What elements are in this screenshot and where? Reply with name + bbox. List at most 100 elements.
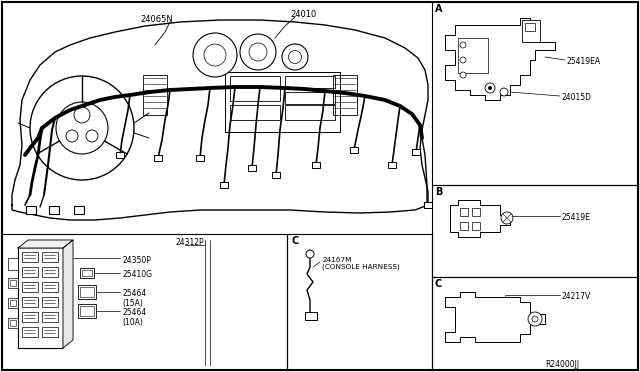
Bar: [26, 206, 36, 214]
Circle shape: [86, 130, 98, 142]
Bar: [333, 75, 357, 115]
Bar: [460, 208, 468, 216]
Circle shape: [56, 102, 108, 154]
Circle shape: [528, 312, 542, 326]
Polygon shape: [12, 20, 428, 220]
Bar: [22, 267, 38, 277]
Bar: [42, 312, 58, 322]
Text: A: A: [51, 207, 55, 213]
Bar: [388, 162, 396, 168]
Bar: [272, 172, 280, 178]
Bar: [78, 304, 96, 318]
Bar: [305, 312, 317, 320]
Bar: [424, 202, 432, 208]
Bar: [80, 268, 94, 278]
Circle shape: [306, 250, 314, 258]
Text: D: D: [28, 207, 33, 213]
Text: 25419E: 25419E: [562, 213, 591, 222]
Bar: [10, 320, 16, 326]
Circle shape: [240, 34, 276, 70]
Bar: [42, 297, 58, 307]
Bar: [225, 72, 340, 132]
Circle shape: [193, 33, 237, 77]
Polygon shape: [450, 200, 510, 237]
Bar: [432, 2, 638, 185]
Bar: [80, 287, 94, 297]
Text: 25464
(10A): 25464 (10A): [122, 308, 147, 327]
Bar: [230, 105, 280, 120]
Text: B: B: [76, 207, 80, 213]
Text: 25464
(15A): 25464 (15A): [122, 289, 147, 308]
Bar: [350, 147, 358, 153]
Bar: [522, 20, 540, 42]
Bar: [220, 182, 228, 188]
Bar: [80, 306, 94, 316]
Circle shape: [289, 51, 301, 64]
Text: 24010: 24010: [290, 10, 316, 19]
Bar: [196, 155, 204, 161]
Bar: [116, 152, 124, 158]
Bar: [248, 165, 256, 171]
Text: 24350P: 24350P: [122, 256, 151, 265]
Circle shape: [532, 316, 538, 322]
Bar: [10, 280, 16, 286]
Bar: [2, 234, 287, 370]
Bar: [74, 206, 84, 214]
Text: 24015D: 24015D: [562, 93, 592, 102]
Bar: [472, 208, 480, 216]
Text: R24000JJ: R24000JJ: [545, 360, 579, 369]
Bar: [432, 277, 638, 370]
Bar: [412, 149, 420, 155]
Circle shape: [249, 43, 267, 61]
Bar: [472, 222, 480, 230]
Bar: [18, 248, 63, 348]
Bar: [78, 285, 96, 299]
Circle shape: [282, 44, 308, 70]
Bar: [22, 312, 38, 322]
Bar: [82, 270, 92, 276]
Bar: [285, 105, 335, 120]
Text: 24217V: 24217V: [562, 292, 591, 301]
Polygon shape: [445, 292, 545, 342]
Bar: [154, 155, 162, 161]
Text: 24065N: 24065N: [140, 15, 173, 24]
Circle shape: [30, 76, 134, 180]
Bar: [285, 92, 335, 104]
Text: 24312P: 24312P: [175, 238, 204, 247]
Bar: [8, 298, 18, 308]
Bar: [22, 252, 38, 262]
Bar: [10, 300, 16, 306]
Polygon shape: [18, 240, 73, 248]
Bar: [22, 297, 38, 307]
Circle shape: [460, 72, 466, 78]
Text: 25419EA: 25419EA: [567, 57, 601, 66]
Bar: [8, 278, 18, 288]
Bar: [460, 222, 468, 230]
Bar: [525, 23, 535, 31]
Circle shape: [460, 57, 466, 63]
Bar: [8, 258, 18, 270]
Bar: [49, 206, 59, 214]
Text: 24167M
(CONSOLE HARNESS): 24167M (CONSOLE HARNESS): [322, 257, 400, 270]
Bar: [143, 75, 167, 115]
Circle shape: [66, 130, 78, 142]
Bar: [42, 282, 58, 292]
Bar: [42, 252, 58, 262]
Bar: [287, 234, 432, 370]
Text: C: C: [435, 279, 442, 289]
Bar: [432, 185, 638, 277]
Bar: [230, 76, 280, 101]
Bar: [42, 327, 58, 337]
Circle shape: [204, 44, 226, 66]
Text: B: B: [435, 187, 442, 197]
Circle shape: [488, 86, 492, 90]
Bar: [22, 282, 38, 292]
Text: A: A: [435, 4, 442, 14]
Polygon shape: [445, 18, 555, 100]
Bar: [22, 327, 38, 337]
Bar: [458, 38, 488, 73]
Polygon shape: [63, 240, 73, 348]
Circle shape: [460, 42, 466, 48]
Bar: [42, 267, 58, 277]
Circle shape: [500, 88, 508, 96]
